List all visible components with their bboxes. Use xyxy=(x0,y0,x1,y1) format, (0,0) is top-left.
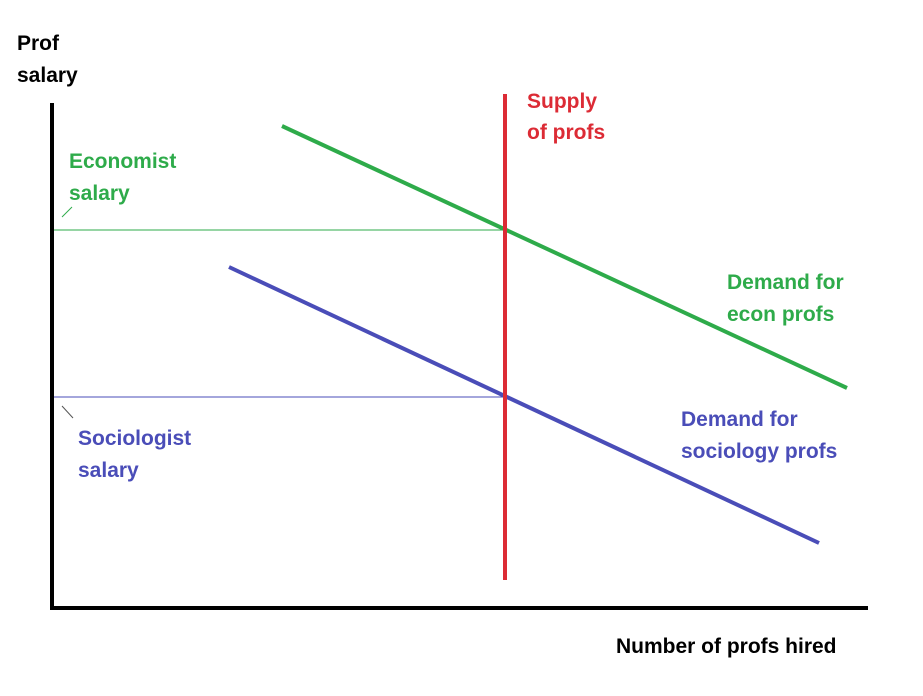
econ-demand-label-line2: econ profs xyxy=(727,303,834,326)
econ-demand-label-line1: Demand for xyxy=(727,271,844,294)
y-axis-label-line1: Prof xyxy=(17,32,60,55)
soc-demand-curve xyxy=(228,265,820,545)
econ-salary-leader xyxy=(61,206,73,218)
econ-demand-curve xyxy=(281,124,848,390)
supply-label-line1: Supply xyxy=(527,90,597,113)
econ-salary-label-line1: Economist xyxy=(69,150,176,173)
soc-demand-label-line2: sociology profs xyxy=(681,440,837,463)
soc-salary-label-line1: Sociologist xyxy=(78,427,191,450)
soc-demand-label-line1: Demand for xyxy=(681,408,798,431)
econ-salary-label-line2: salary xyxy=(69,182,130,205)
soc-salary-label-line2: salary xyxy=(78,459,139,482)
x-axis-label: Number of profs hired xyxy=(616,635,837,658)
soc-salary-leader xyxy=(61,405,74,419)
supply-label-line2: of profs xyxy=(527,121,605,144)
y-axis-label-line2: salary xyxy=(17,64,78,87)
